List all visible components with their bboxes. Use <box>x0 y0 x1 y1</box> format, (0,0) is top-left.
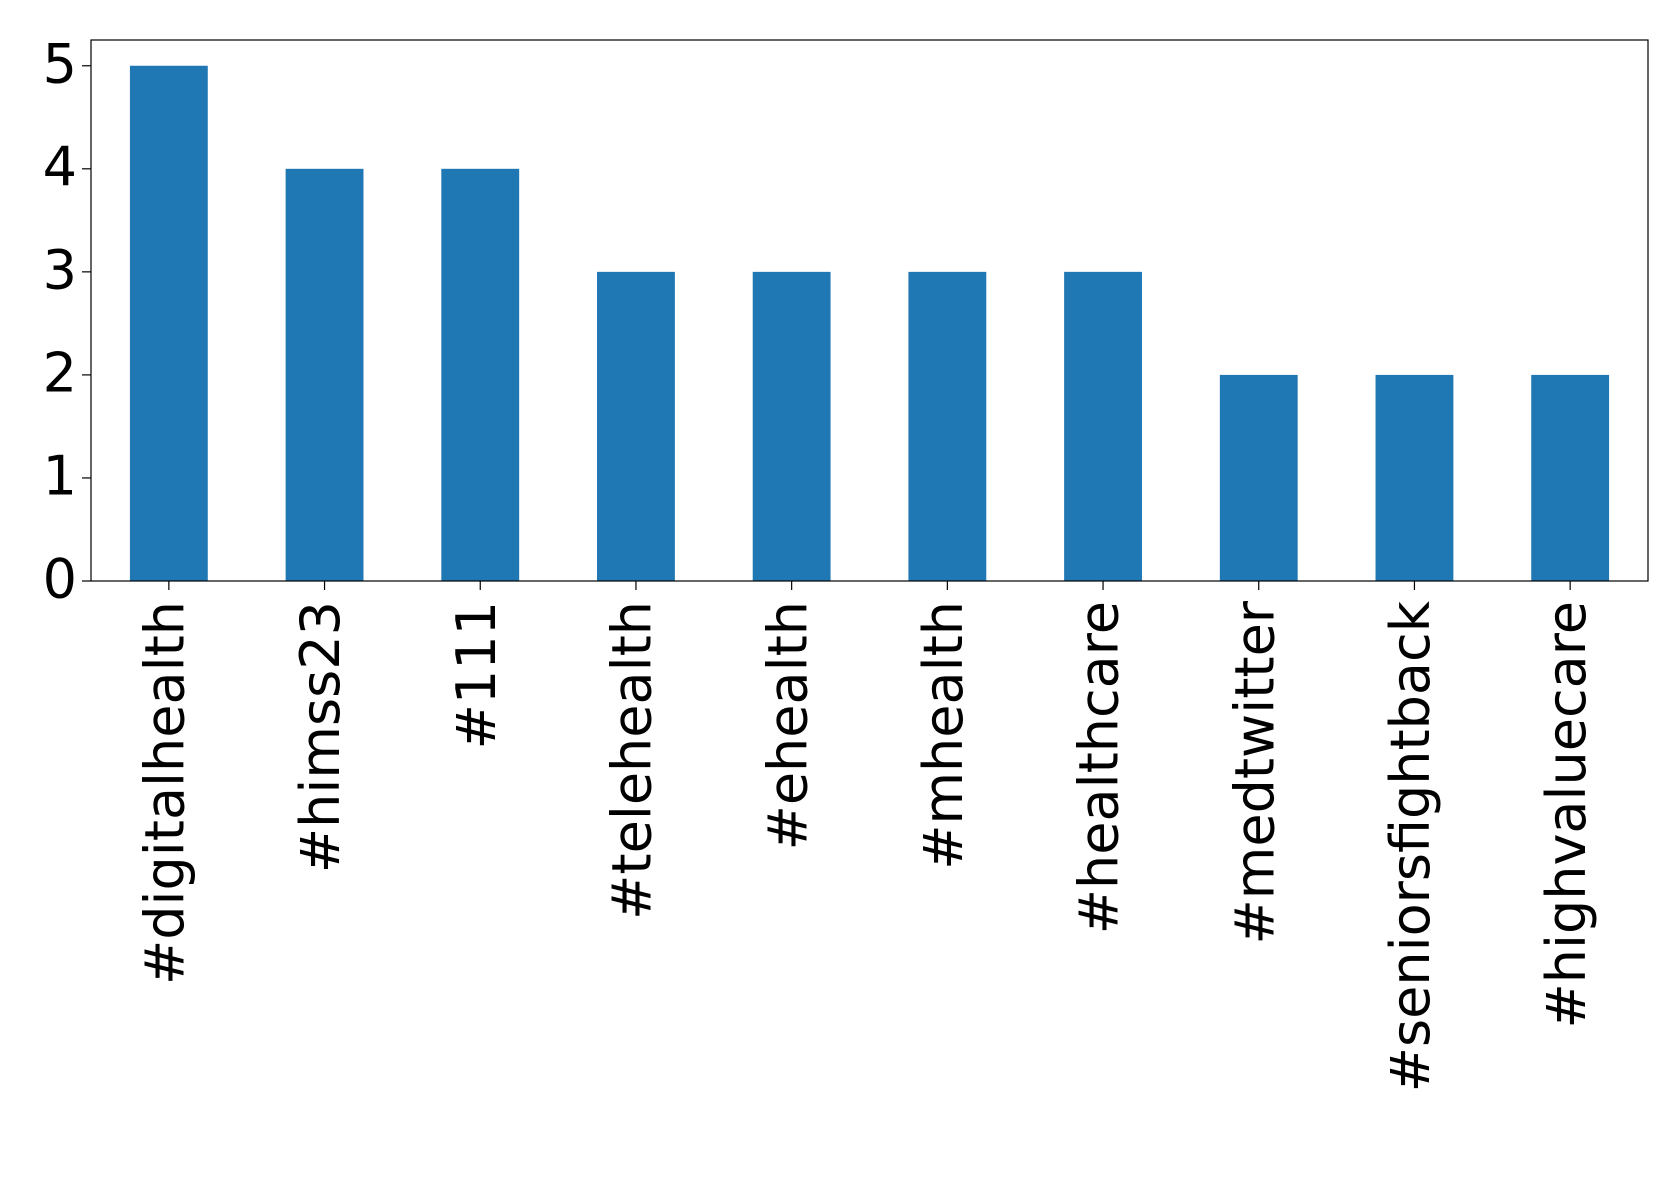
y-tick-label: 1 <box>43 445 77 508</box>
x-tick-label: #111 <box>445 601 508 749</box>
x-tick-label: #telehealth <box>601 601 664 920</box>
bar <box>597 271 675 581</box>
bar <box>1219 374 1298 581</box>
y-tick-label: 4 <box>43 135 77 198</box>
y-tick-label: 5 <box>43 32 77 95</box>
bar <box>1531 374 1610 581</box>
x-tick-label: #healthcare <box>1068 601 1131 934</box>
plot-frame <box>90 39 1649 582</box>
x-tick-label: #himss23 <box>289 601 352 873</box>
x-tick-label: #highvaluecare <box>1535 601 1598 1029</box>
bar <box>1375 374 1454 581</box>
bar <box>129 65 208 581</box>
bar <box>441 168 520 582</box>
bar <box>752 271 831 581</box>
x-tick-label: #ehealth <box>756 601 819 850</box>
bar <box>908 271 987 581</box>
y-tick-label: 3 <box>43 238 77 301</box>
x-tick-label: #medtwitter <box>1223 600 1286 944</box>
bar <box>285 168 364 582</box>
y-tick-label: 0 <box>43 548 77 611</box>
x-tick-label: #mhealth <box>912 601 975 870</box>
bar <box>1064 271 1142 581</box>
y-tick-label: 2 <box>43 342 77 405</box>
x-tick-label: #digitalhealth <box>133 601 196 985</box>
x-tick-label: #seniorsfightback <box>1379 600 1442 1092</box>
